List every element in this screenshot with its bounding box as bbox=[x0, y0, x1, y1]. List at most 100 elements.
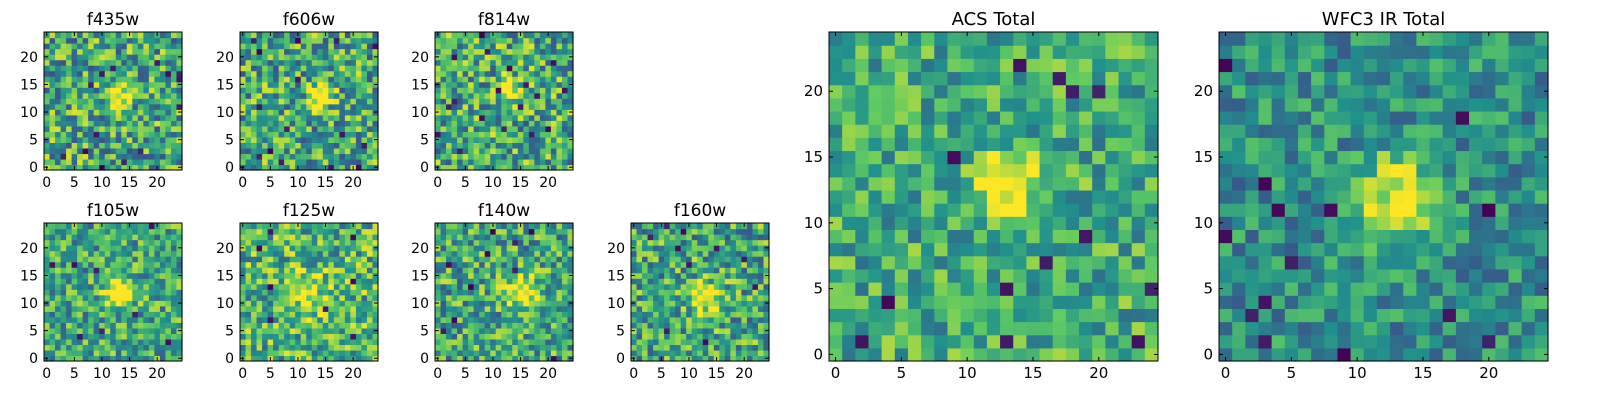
heatmap-cell bbox=[104, 103, 111, 110]
heatmap-cell bbox=[240, 250, 247, 257]
heatmap-cell bbox=[440, 256, 447, 263]
heatmap-cell bbox=[708, 322, 715, 329]
heatmap-cell bbox=[159, 300, 167, 307]
heatmap-cell bbox=[60, 327, 67, 334]
heatmap-cell bbox=[484, 125, 491, 132]
heatmap-cell bbox=[71, 158, 78, 166]
heatmap-cell bbox=[344, 355, 351, 362]
heatmap-cell bbox=[176, 142, 183, 149]
heatmap-cell bbox=[115, 261, 122, 268]
heatmap-cell bbox=[256, 305, 263, 312]
heatmap-cell bbox=[528, 114, 535, 121]
heatmap-cell bbox=[121, 103, 128, 110]
heatmap-cell bbox=[93, 164, 100, 171]
heatmap-cell bbox=[60, 59, 67, 66]
heatmap-cell bbox=[170, 109, 178, 116]
heatmap-cell bbox=[295, 267, 302, 274]
heatmap-cell bbox=[339, 43, 346, 50]
heatmap-cell bbox=[93, 245, 100, 252]
heatmap-cell bbox=[355, 234, 363, 241]
heatmap-cell bbox=[176, 256, 183, 263]
heatmap-cell bbox=[528, 59, 535, 66]
heatmap-cell bbox=[468, 114, 475, 121]
heatmap-cell bbox=[328, 239, 335, 246]
heatmap-cell bbox=[93, 92, 100, 99]
heatmap-cell bbox=[647, 322, 654, 329]
heatmap-cell bbox=[126, 76, 133, 83]
heatmap-cell bbox=[366, 228, 374, 235]
heatmap-cell bbox=[104, 131, 111, 138]
heatmap-cell bbox=[344, 261, 351, 268]
heatmap-cell bbox=[664, 245, 671, 252]
heatmap-cell bbox=[289, 250, 296, 257]
heatmap-cell bbox=[278, 245, 285, 252]
heatmap-cell bbox=[148, 316, 155, 323]
heatmap-cell bbox=[322, 311, 329, 318]
heatmap-cell bbox=[512, 289, 519, 296]
heatmap-cell bbox=[289, 158, 296, 166]
heatmap-cell bbox=[240, 76, 247, 83]
heatmap-cell bbox=[960, 334, 975, 349]
heatmap-cell bbox=[71, 294, 78, 301]
x-tick-label: 10 bbox=[93, 175, 111, 191]
heatmap-cell bbox=[664, 311, 671, 318]
heatmap-cell bbox=[517, 125, 524, 132]
heatmap-cell bbox=[746, 289, 754, 296]
heatmap-cell bbox=[495, 114, 502, 121]
heatmap-cell bbox=[322, 147, 329, 155]
heatmap-cell bbox=[137, 355, 144, 362]
heatmap-cell bbox=[757, 300, 765, 307]
heatmap-cell bbox=[82, 239, 89, 246]
heatmap-cell bbox=[121, 261, 128, 268]
heatmap-cell bbox=[539, 239, 546, 246]
heatmap-cell bbox=[333, 272, 340, 279]
heatmap-cell bbox=[115, 250, 122, 257]
heatmap-cell bbox=[361, 120, 368, 127]
heatmap-cell bbox=[137, 228, 144, 235]
heatmap-cell bbox=[339, 48, 346, 55]
heatmap-cell bbox=[154, 87, 161, 94]
heatmap-cell bbox=[165, 125, 172, 132]
heatmap-cell bbox=[556, 228, 563, 235]
heatmap-cell bbox=[512, 283, 519, 290]
heatmap-cell bbox=[159, 164, 167, 171]
heatmap-cell bbox=[333, 103, 340, 110]
heatmap-cell bbox=[328, 43, 335, 50]
heatmap-cell bbox=[719, 234, 726, 241]
heatmap-cell bbox=[647, 283, 654, 290]
heatmap-cell bbox=[446, 37, 453, 44]
heatmap-cell bbox=[273, 136, 280, 143]
heatmap-cell bbox=[251, 109, 258, 116]
heatmap-cell bbox=[468, 76, 475, 83]
heatmap-cell bbox=[121, 37, 128, 44]
heatmap-cell bbox=[512, 103, 519, 110]
heatmap-cell bbox=[545, 131, 552, 138]
heatmap-cell bbox=[322, 142, 329, 149]
heatmap-cell bbox=[350, 300, 357, 307]
heatmap-cell bbox=[126, 278, 133, 285]
heatmap-cell bbox=[361, 250, 368, 257]
heatmap-cell bbox=[484, 103, 491, 110]
heatmap-cell bbox=[99, 305, 106, 312]
heatmap-cell bbox=[435, 43, 442, 50]
heatmap-cell bbox=[713, 239, 720, 246]
heatmap-cell bbox=[49, 54, 56, 61]
heatmap-cell bbox=[361, 278, 368, 285]
heatmap-cell bbox=[631, 289, 638, 296]
heatmap-cell bbox=[653, 289, 660, 296]
heatmap-cell bbox=[855, 295, 870, 309]
axes-frame bbox=[239, 31, 379, 171]
heatmap-cell bbox=[1039, 347, 1054, 362]
heatmap-cell bbox=[664, 250, 671, 257]
heatmap-cell bbox=[451, 245, 458, 252]
heatmap-cell bbox=[148, 142, 155, 149]
heatmap-cell bbox=[333, 70, 340, 77]
heatmap-cell bbox=[528, 43, 535, 50]
heatmap-cell bbox=[251, 81, 258, 88]
heatmap-cell bbox=[289, 92, 296, 99]
heatmap-cell bbox=[462, 98, 469, 105]
heatmap-cell bbox=[842, 308, 856, 323]
heatmap-cell bbox=[300, 103, 307, 110]
heatmap-cell bbox=[724, 283, 731, 290]
heatmap-cell bbox=[468, 98, 475, 105]
